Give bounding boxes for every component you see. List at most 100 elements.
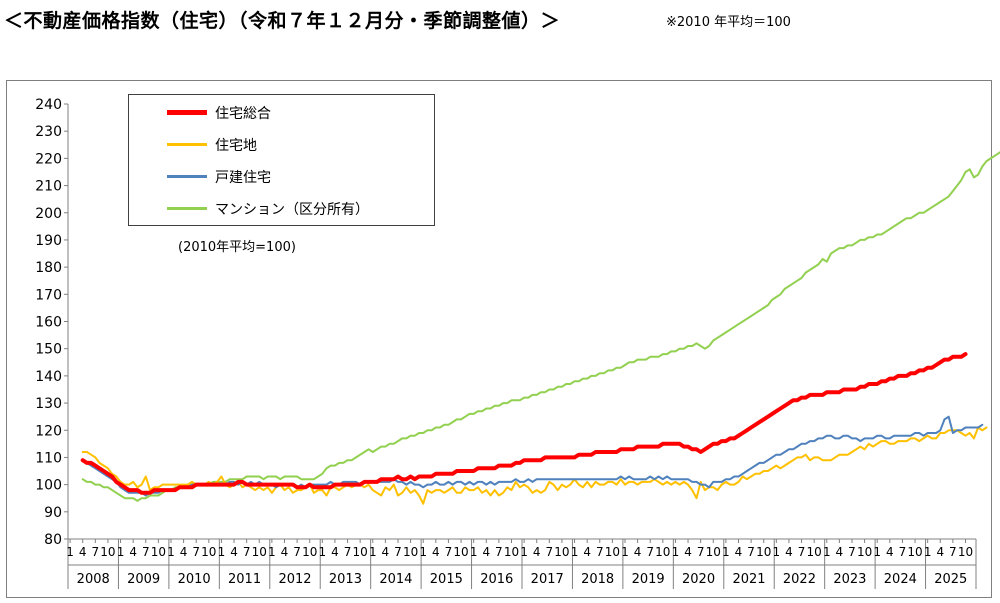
x-tick-label: 7 bbox=[697, 545, 705, 559]
x-tick-label: 10 bbox=[857, 545, 872, 559]
x-year-label: 2018 bbox=[581, 572, 614, 587]
x-year-label: 2008 bbox=[77, 572, 110, 587]
x-tick-label: 4 bbox=[886, 545, 894, 559]
x-tick-label: 7 bbox=[192, 545, 200, 559]
x-year-label: 2010 bbox=[178, 572, 211, 587]
legend-item-total: 住宅総合 bbox=[129, 100, 429, 124]
legend-label-condo: マンション（区分所有） bbox=[215, 202, 369, 218]
x-tick-label: 1 bbox=[571, 545, 579, 559]
x-year-label: 2017 bbox=[531, 572, 564, 587]
x-tick-label: 1 bbox=[621, 545, 629, 559]
y-tick-label: 110 bbox=[35, 450, 62, 466]
x-tick-label: 7 bbox=[495, 545, 503, 559]
x-tick-label: 4 bbox=[836, 545, 844, 559]
y-tick-label: 230 bbox=[35, 124, 62, 140]
x-year-label: 2015 bbox=[430, 572, 463, 587]
chart-legend: 住宅総合 住宅地 戸建住宅 マンション（区分所有） bbox=[128, 94, 435, 226]
x-tick-label: 7 bbox=[848, 545, 856, 559]
x-tick-label: 7 bbox=[798, 545, 806, 559]
x-year-label: 2023 bbox=[833, 572, 866, 587]
x-tick-label: 1 bbox=[520, 545, 528, 559]
y-tick-label: 90 bbox=[44, 505, 62, 521]
x-tick-label: 10 bbox=[706, 545, 721, 559]
y-tick-label: 120 bbox=[35, 423, 62, 439]
y-tick-label: 240 bbox=[35, 97, 62, 113]
x-year-label: 2025 bbox=[934, 572, 967, 587]
x-tick-label: 7 bbox=[293, 545, 301, 559]
x-tick-label: 4 bbox=[382, 545, 390, 559]
series-line-total bbox=[80, 352, 968, 495]
legend-swatch-condo bbox=[167, 207, 207, 210]
x-tick-label: 7 bbox=[596, 545, 604, 559]
legend-label-land: 住宅地 bbox=[215, 138, 257, 154]
x-tick-label: 10 bbox=[807, 545, 822, 559]
x-tick-label: 10 bbox=[403, 545, 418, 559]
x-tick-label: 10 bbox=[958, 545, 973, 559]
x-tick-label: 4 bbox=[482, 545, 490, 559]
x-tick-label: 7 bbox=[949, 545, 957, 559]
x-year-label: 2016 bbox=[480, 572, 513, 587]
legend-swatch-land bbox=[167, 143, 207, 146]
x-tick-label: 4 bbox=[331, 545, 339, 559]
x-tick-label: 4 bbox=[583, 545, 591, 559]
x-tick-label: 1 bbox=[167, 545, 175, 559]
x-tick-label: 10 bbox=[100, 545, 115, 559]
x-tick-label: 10 bbox=[756, 545, 771, 559]
x-tick-label: 1 bbox=[722, 545, 730, 559]
x-tick-label: 1 bbox=[117, 545, 125, 559]
legend-label-detached: 戸建住宅 bbox=[215, 170, 271, 186]
x-tick-label: 4 bbox=[785, 545, 793, 559]
y-tick-label: 130 bbox=[35, 396, 62, 412]
x-tick-label: 10 bbox=[554, 545, 569, 559]
x-year-label: 2011 bbox=[228, 572, 261, 587]
x-tick-label: 4 bbox=[129, 545, 137, 559]
x-year-label: 2024 bbox=[884, 572, 917, 587]
x-tick-label: 1 bbox=[823, 545, 831, 559]
y-tick-label: 100 bbox=[35, 478, 62, 494]
legend-item-land: 住宅地 bbox=[129, 132, 429, 156]
x-tick-label: 1 bbox=[924, 545, 932, 559]
page-note: ※2010 年平均＝100 bbox=[666, 15, 791, 30]
x-tick-label: 1 bbox=[873, 545, 881, 559]
x-year-label: 2009 bbox=[127, 572, 160, 587]
x-tick-label: 4 bbox=[432, 545, 440, 559]
x-year-label: 2020 bbox=[682, 572, 715, 587]
x-tick-label: 7 bbox=[646, 545, 654, 559]
y-tick-label: 150 bbox=[35, 342, 62, 358]
x-year-label: 2022 bbox=[783, 572, 816, 587]
x-tick-label: 4 bbox=[79, 545, 87, 559]
y-tick-label: 140 bbox=[35, 369, 62, 385]
x-tick-label: 1 bbox=[268, 545, 276, 559]
x-tick-label: 10 bbox=[302, 545, 317, 559]
x-tick-label: 4 bbox=[230, 545, 238, 559]
y-tick-label: 180 bbox=[35, 260, 62, 276]
y-tick-label: 220 bbox=[35, 151, 62, 167]
x-tick-label: 1 bbox=[470, 545, 478, 559]
x-tick-label: 4 bbox=[936, 545, 944, 559]
x-tick-label: 7 bbox=[747, 545, 755, 559]
x-tick-label: 10 bbox=[655, 545, 670, 559]
x-tick-label: 7 bbox=[394, 545, 402, 559]
legend-item-detached: 戸建住宅 bbox=[129, 164, 429, 188]
x-tick-label: 10 bbox=[907, 545, 922, 559]
y-tick-label: 200 bbox=[35, 206, 62, 222]
y-tick-label: 170 bbox=[35, 287, 62, 303]
x-tick-label: 7 bbox=[92, 545, 100, 559]
x-tick-label: 1 bbox=[672, 545, 680, 559]
y-tick-label: 210 bbox=[35, 179, 62, 195]
x-year-label: 2021 bbox=[732, 572, 765, 587]
x-tick-label: 4 bbox=[533, 545, 541, 559]
x-tick-label: 7 bbox=[142, 545, 150, 559]
x-tick-label: 7 bbox=[546, 545, 554, 559]
x-tick-label: 10 bbox=[453, 545, 468, 559]
y-tick-label: 80 bbox=[44, 532, 62, 548]
legend-swatch-total bbox=[167, 110, 207, 115]
x-tick-label: 4 bbox=[735, 545, 743, 559]
x-tick-label: 1 bbox=[319, 545, 327, 559]
x-year-label: 2012 bbox=[278, 572, 311, 587]
x-tick-label: 10 bbox=[353, 545, 368, 559]
x-year-label: 2013 bbox=[329, 572, 362, 587]
x-year-label: 2014 bbox=[379, 572, 412, 587]
x-tick-label: 7 bbox=[344, 545, 352, 559]
